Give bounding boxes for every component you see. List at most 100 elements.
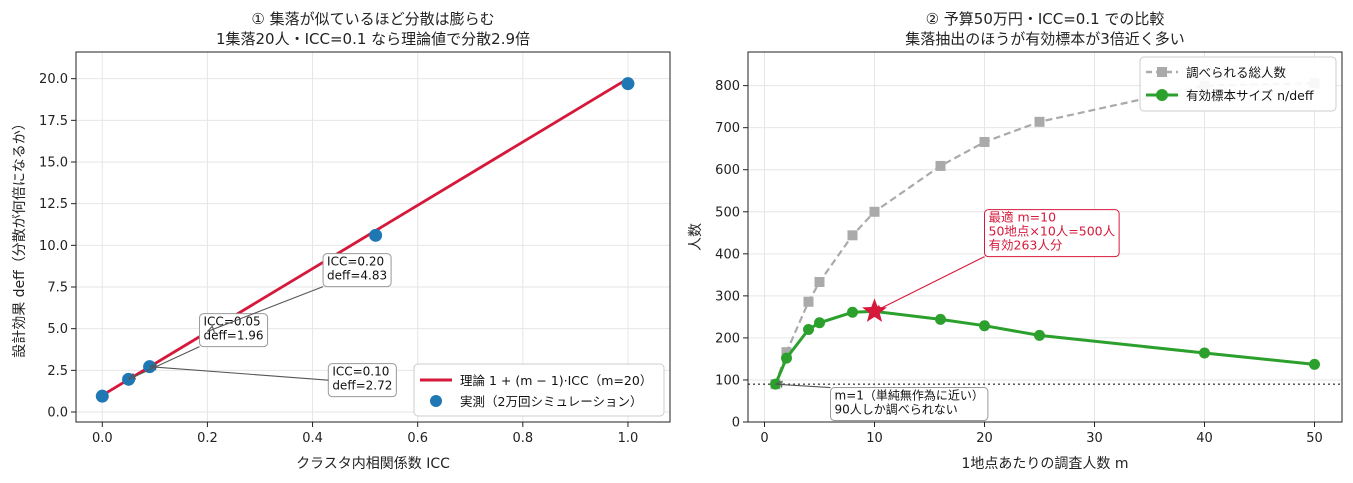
chart2-annotation-arrow [775, 383, 831, 389]
chart1-plot-area [95, 77, 635, 403]
chart1-annotation-text: ICC=0.20 [327, 255, 384, 269]
chart1-tick-label-x: 0.6 [407, 431, 428, 446]
chart2-tick-label-y: 400 [715, 247, 740, 262]
chart2-annotation-1: m=1（単純無作為に近い）90人しか調べられない [775, 380, 989, 422]
chart1-tick-label-y: 15.0 [39, 156, 68, 171]
chart1-subtitle: 1集落20人・ICC=0.1 なら理論値で分散2.9倍 [216, 30, 530, 48]
chart2-annotation-text: 有効263人分 [989, 238, 1063, 253]
chart2-tick-label-y: 300 [715, 289, 740, 304]
chart2-tick-label-x: 30 [1086, 431, 1103, 446]
chart1-annotation-box [199, 313, 269, 348]
chart2-annotation-arrowhead [874, 304, 882, 312]
chart1-annotation-arrowhead [128, 372, 137, 380]
chart2-annotation-box [830, 387, 989, 422]
chart2-tick-label-y: 600 [715, 163, 740, 178]
chart1-annotation-arrowhead [149, 363, 157, 371]
chart2-legend-label-total: 調べられる総人数 [1186, 65, 1287, 80]
chart2-tick-label-y: 700 [715, 121, 740, 136]
chart1-tick-label-x: 1.0 [618, 431, 639, 446]
chart1-legend-swatch-sim [430, 395, 442, 407]
chart2-legend: 調べられる総人数 有効標本サイズ n/deff [1139, 56, 1337, 112]
chart2-legend-label-effective: 有効標本サイズ n/deff [1186, 88, 1314, 103]
chart2-series-1-point [847, 306, 858, 318]
chart1-annotation-0: ICC=0.05deff=1.96 [128, 313, 269, 380]
chart1-annotation-text: ICC=0.10 [332, 365, 389, 379]
chart1-tick-label-x: 0.2 [197, 431, 218, 446]
chart2-legend-marker-total [1157, 67, 1167, 77]
chart2-series-0-point [803, 296, 814, 307]
chart2-tick-label-y: 200 [715, 331, 740, 346]
chart2-series-1-line [774, 309, 1315, 385]
chart2-series-0-point [1034, 116, 1045, 127]
chart1-annotation-arrow [128, 346, 200, 380]
chart1-y-axis-label: 設計効果 deff（分散が何倍になるか） [12, 116, 28, 358]
chart1-legend-label-theory: 理論 1 + (m − 1)·ICC（m=20） [460, 373, 652, 388]
chart1-tick-label-y: 20.0 [39, 72, 68, 87]
chart1-frame [75, 51, 671, 423]
chart2-x-axis-label: 1地点あたりの調査人数 m [962, 456, 1129, 472]
chart1-series-1-point [621, 77, 635, 91]
chart2-series-0-point [847, 230, 858, 241]
chart1-tick-label-y: 17.5 [39, 114, 68, 129]
chart2-tick-label-x: 10 [866, 431, 883, 446]
chart2-series-1-point [814, 317, 825, 329]
chart2-legend-marker-effective [1156, 89, 1168, 101]
chart1-series-0-line [101, 77, 629, 397]
chart2-tick-label-x: 0 [760, 431, 768, 446]
chart2-plot-area [748, 78, 1342, 390]
chart1-tick-label-x: 0.8 [512, 431, 533, 446]
chart1-legend: 理論 1 + (m − 1)·ICC（m=20） 実測（2万回シミュレーション） [413, 363, 665, 417]
chart2-series-1-point [803, 324, 814, 335]
chart1-annotation-text: deff=2.72 [332, 379, 392, 393]
chart2-series-1-point [935, 313, 946, 325]
chart-panel-icc: ① 集落が似ているほど分散は膨らむ 1集落20人・ICC=0.1 なら理論値で分… [12, 10, 671, 472]
chart2-tick-label-y: 100 [715, 373, 740, 388]
chart1-annotation-box [322, 253, 392, 288]
chart1-tick-label-y: 5.0 [47, 322, 68, 337]
chart2-frame [747, 51, 1343, 423]
chart2-series-1-point [1199, 347, 1210, 359]
chart1-title: ① 集落が似ているほど分散は膨らむ [251, 10, 494, 28]
chart1-tick-label-x: 0.0 [92, 431, 113, 446]
chart2-annotation-text: 50地点×10人=500人 [989, 224, 1116, 239]
chart1-tick-label-y: 12.5 [39, 197, 68, 212]
chart2-series-1-point [1034, 329, 1045, 341]
chart1-tick-label-y: 10.0 [39, 239, 68, 254]
chart1-annotation-text: deff=1.96 [204, 329, 264, 343]
chart1-ticks: 0.0 0.2 0.4 0.6 0.8 1.0 0.0 2.5 5.0 7.5 10.0 12.5 15… [39, 72, 638, 446]
chart1-annotation-arrowhead [206, 325, 215, 333]
chart1-annotation-text: deff=4.83 [327, 269, 387, 283]
chart2-annotation-text: 最適 m=10 [989, 210, 1057, 225]
chart2-annotation-arrowhead [775, 380, 783, 388]
chart2-tick-label-y: 800 [715, 79, 740, 94]
chart2-tick-label-x: 50 [1306, 431, 1323, 446]
chart2-tick-label-x: 20 [976, 431, 993, 446]
chart2-series-1-point [1309, 358, 1320, 370]
chart1-legend-label-sim: 実測（2万回シミュレーション） [460, 394, 642, 409]
chart2-series-0-point [781, 347, 792, 358]
chart2-y-axis-label: 人数 [688, 223, 704, 251]
chart1-series-1-point [95, 389, 109, 403]
chart2-annotation-text: 90人しか調べられない [835, 403, 958, 417]
chart1-x-axis-label: クラスタ内相関係数 ICC [296, 456, 450, 472]
chart1-annotation-arrow [207, 286, 324, 333]
chart-panel-budget: ② 予算50万円・ICC=0.1 での比較 集落抽出のほうが有効標本が3倍近く多… [688, 10, 1343, 472]
chart2-series-1-point [781, 352, 792, 364]
chart1-series-1-point [369, 228, 383, 242]
chart1-annotation-arrow [149, 366, 329, 381]
chart2-subtitle: 集落抽出のほうが有効標本が3倍近く多い [905, 30, 1185, 48]
chart2-tick-label-y: 0 [732, 416, 740, 431]
chart2-series-0-point [979, 136, 990, 147]
chart1-legend-box [413, 363, 665, 417]
chart1-tick-label-y: 7.5 [47, 281, 68, 296]
chart2-tick-label-y: 500 [715, 205, 740, 220]
chart2-series-0-point [935, 160, 946, 171]
chart2-series-0-point [869, 206, 880, 217]
chart2-series-0-point [814, 276, 825, 287]
chart1-tick-label-y: 2.5 [47, 364, 68, 379]
